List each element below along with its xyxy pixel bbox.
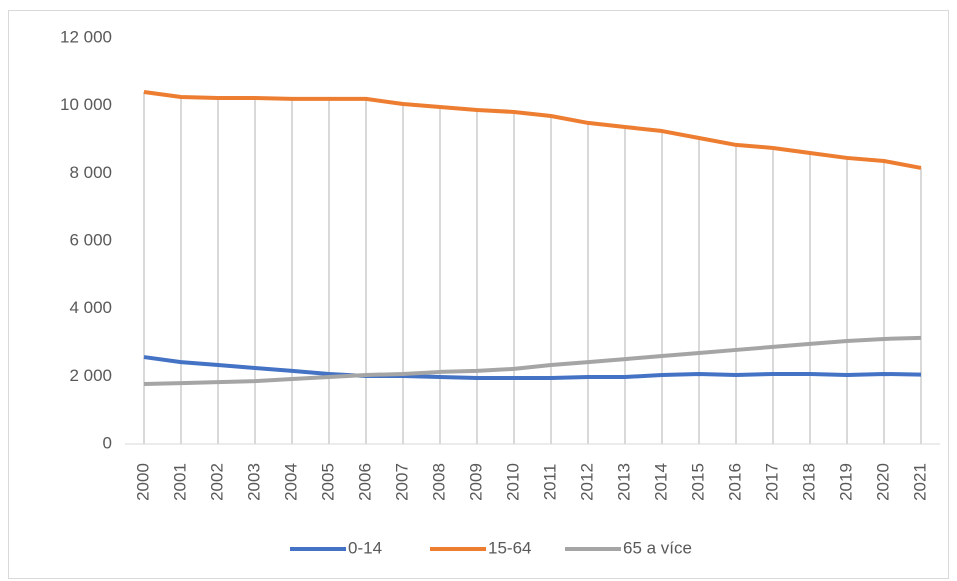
x-tick-label: 2004 <box>281 463 300 501</box>
x-tick-label: 2020 <box>873 463 892 501</box>
x-tick-label: 2000 <box>133 463 152 501</box>
y-tick-label: 0 <box>103 433 112 452</box>
chart-border <box>8 10 949 579</box>
x-tick-label: 2003 <box>244 463 263 501</box>
legend-label: 65 a více <box>623 538 692 557</box>
x-tick-label: 2012 <box>577 463 596 501</box>
x-tick-label: 2018 <box>799 463 818 501</box>
x-tick-label: 2010 <box>503 463 522 501</box>
line-series <box>143 335 922 386</box>
line-series <box>143 89 922 170</box>
y-tick-label: 6 000 <box>69 230 112 249</box>
y-tick-label: 2 000 <box>69 366 112 385</box>
x-tick-label: 2009 <box>466 463 485 501</box>
legend-label: 15-64 <box>488 538 531 557</box>
x-tick-label: 2021 <box>910 463 929 501</box>
x-tick-label: 2011 <box>540 464 559 501</box>
x-tick-label: 2019 <box>836 463 855 501</box>
x-tick-label: 2015 <box>688 463 707 501</box>
x-tick-label: 2013 <box>614 463 633 501</box>
y-tick-label: 10 000 <box>60 95 112 114</box>
y-tick-label: 4 000 <box>69 298 112 317</box>
x-tick-label: 2002 <box>207 463 226 501</box>
x-tick-label: 2008 <box>429 463 448 501</box>
x-tick-label: 2014 <box>651 463 670 501</box>
x-tick-label: 2016 <box>725 463 744 501</box>
x-tick-label: 2006 <box>355 463 374 501</box>
x-tick-label: 2005 <box>318 463 337 501</box>
x-tick-label: 2001 <box>170 463 189 501</box>
legend-label: 0-14 <box>348 538 382 557</box>
line-series <box>143 355 922 381</box>
y-tick-label: 12 000 <box>60 27 112 46</box>
x-tick-label: 2007 <box>392 463 411 501</box>
x-tick-label: 2017 <box>762 463 781 501</box>
y-tick-label: 8 000 <box>69 163 112 182</box>
